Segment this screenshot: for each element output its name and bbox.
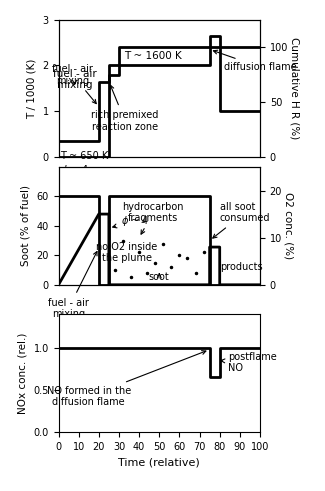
Text: postflame
NO: postflame NO [221,352,277,374]
Text: fuel - air
mixing: fuel - air mixing [48,251,97,319]
Text: diffusion flame: diffusion flame [214,50,296,72]
Text: fuel - air
mixing: fuel - air mixing [53,69,97,90]
Y-axis label: T / 1000 (K): T / 1000 (K) [27,58,37,118]
Text: T ~ 1600 K: T ~ 1600 K [124,51,182,60]
Y-axis label: Soot (% of fuel): Soot (% of fuel) [21,186,31,266]
Text: NO formed in the
diffusion flame: NO formed in the diffusion flame [46,351,206,407]
Y-axis label: Cumulative H R (%): Cumulative H R (%) [289,37,299,139]
Text: fuel - air
mixing: fuel - air mixing [52,64,96,104]
Text: soot: soot [149,273,170,282]
Text: products: products [220,262,262,272]
Y-axis label: NOx conc. (rel.): NOx conc. (rel.) [18,332,28,414]
Text: all soot
consumed: all soot consumed [213,202,270,238]
Text: hydrocarbon
fragments: hydrocarbon fragments [123,202,184,234]
Text: $\phi$ ~ 4: $\phi$ ~ 4 [113,214,149,228]
Text: T ~ 650 K
$\phi$ ~ 4: T ~ 650 K $\phi$ ~ 4 [60,151,109,177]
Y-axis label: O2 conc. (%): O2 conc. (%) [283,192,293,259]
Text: no O2 inside
the plume: no O2 inside the plume [97,242,158,263]
X-axis label: Time (relative): Time (relative) [118,457,200,467]
Text: rich premixed
reaction zone: rich premixed reaction zone [91,85,159,132]
